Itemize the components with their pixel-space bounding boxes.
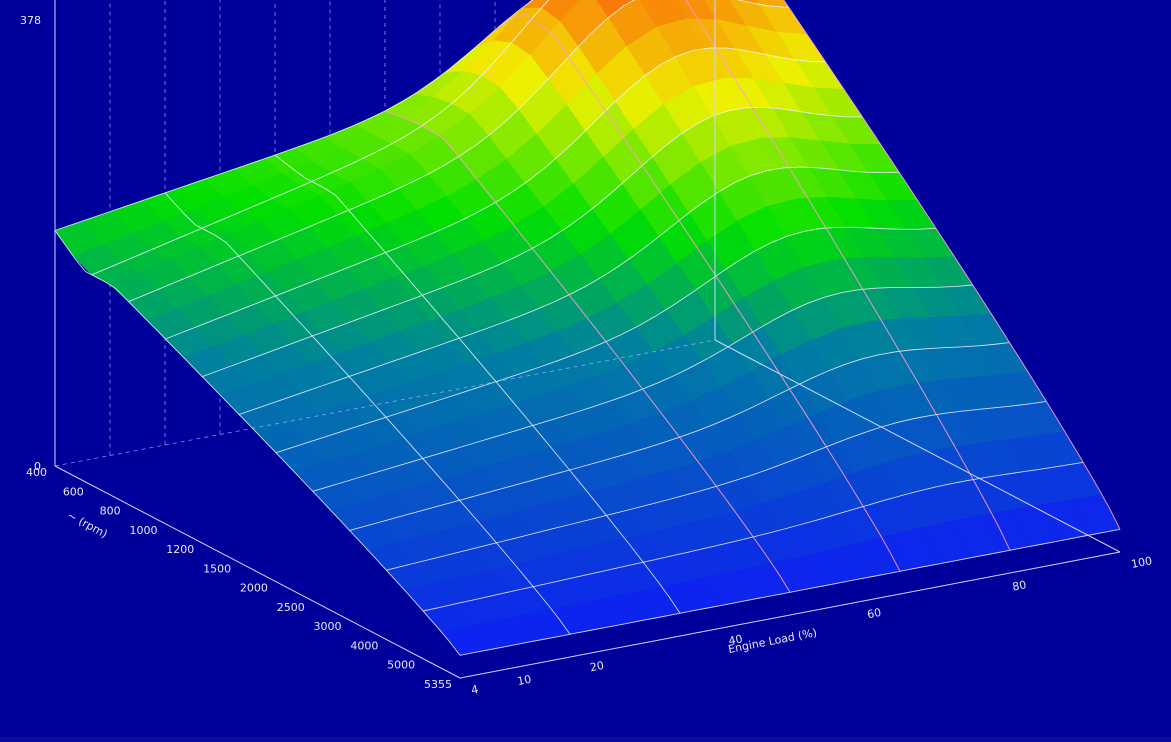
- rpm-tick-label: 400: [26, 466, 47, 479]
- mesh-line-load: [384, 110, 791, 593]
- rpm-tick-label: 2500: [277, 601, 305, 614]
- floor-right-edge: [714, 339, 1121, 553]
- rpm-tick-label: 800: [100, 505, 121, 518]
- surface-mesh: [54, 0, 1121, 656]
- mesh-line-load: [783, 0, 1121, 530]
- mesh-line-load: [494, 13, 901, 572]
- rpm-axis-line: [54, 465, 461, 679]
- load-tick-label: 10: [516, 673, 532, 688]
- mesh-line-load: [164, 192, 571, 635]
- rpm-tick-label: 2000: [240, 582, 268, 595]
- load-axis-title: Engine Load (%): [727, 626, 818, 656]
- rpm-tick-label: 5355: [424, 678, 452, 691]
- load-tick-label: 4: [470, 683, 479, 697]
- z-tick-label: 0: [34, 460, 41, 473]
- load-tick-label: 40: [727, 632, 743, 647]
- mesh-line-load: [54, 230, 461, 656]
- rpm-tick-label: 1200: [166, 543, 194, 556]
- load-axis-line: [459, 551, 1121, 679]
- axes: [54, 0, 1121, 679]
- load-tick-label: 80: [1011, 578, 1027, 593]
- load-tick-label: 100: [1130, 554, 1153, 571]
- load-tick-label: 60: [866, 606, 882, 621]
- rpm-tick-label: 5000: [387, 659, 415, 672]
- z-tick-label: 378: [20, 14, 41, 27]
- mesh-line-load: [274, 154, 681, 614]
- rpm-tick-label: 600: [63, 485, 84, 498]
- rpm-tick-label: 3000: [314, 620, 342, 633]
- load-tick-label: 20: [589, 659, 605, 674]
- mesh-line-load: [685, 0, 1011, 551]
- rpm-tick-label: 1000: [129, 524, 157, 537]
- surface: [54, 0, 1121, 656]
- rpm-tick-label: 4000: [350, 639, 378, 652]
- rpm-tick-label: 1500: [203, 562, 231, 575]
